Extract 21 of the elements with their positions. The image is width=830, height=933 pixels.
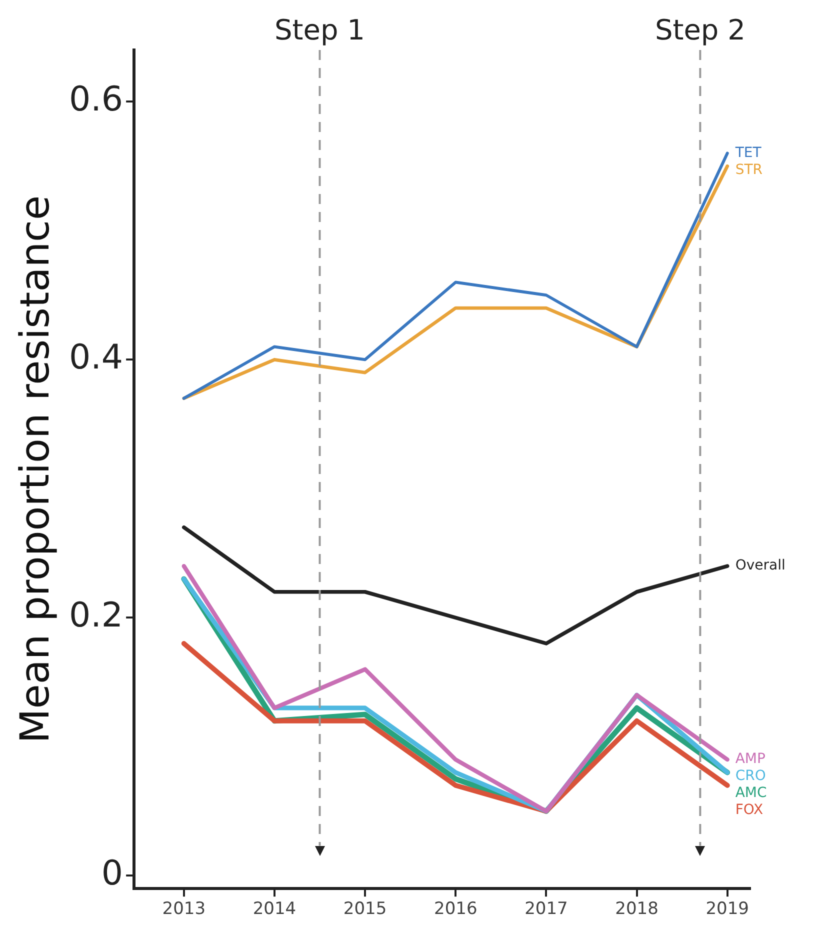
y-tick-label: 0.2 <box>68 595 124 636</box>
series-label: Overall <box>735 558 786 574</box>
series-label: CRO <box>735 768 766 784</box>
x-tick-label: 2016 <box>434 899 478 920</box>
x-tick-label: 2015 <box>343 899 387 920</box>
x-tick-label: 2013 <box>162 899 206 920</box>
y-tick-label: 0 <box>101 854 124 894</box>
series-label: AMC <box>735 785 768 802</box>
series-label: FOX <box>735 802 764 818</box>
series-label: AMP <box>735 751 766 768</box>
y-axis-title: Mean proportion resistance <box>12 195 58 744</box>
x-tick-label: 2014 <box>252 899 296 920</box>
y-tick-label: 0.4 <box>68 337 124 378</box>
ref-line-label: Step 1 <box>274 13 365 46</box>
y-tick-label: 0.6 <box>68 79 124 120</box>
x-tick-label: 2018 <box>615 899 658 920</box>
series-label: TET <box>734 144 762 161</box>
x-tick-label: 2019 <box>706 899 749 920</box>
ref-line-label: Step 2 <box>654 13 746 46</box>
x-tick-label: 2017 <box>524 899 568 920</box>
series-label: STR <box>735 162 763 178</box>
